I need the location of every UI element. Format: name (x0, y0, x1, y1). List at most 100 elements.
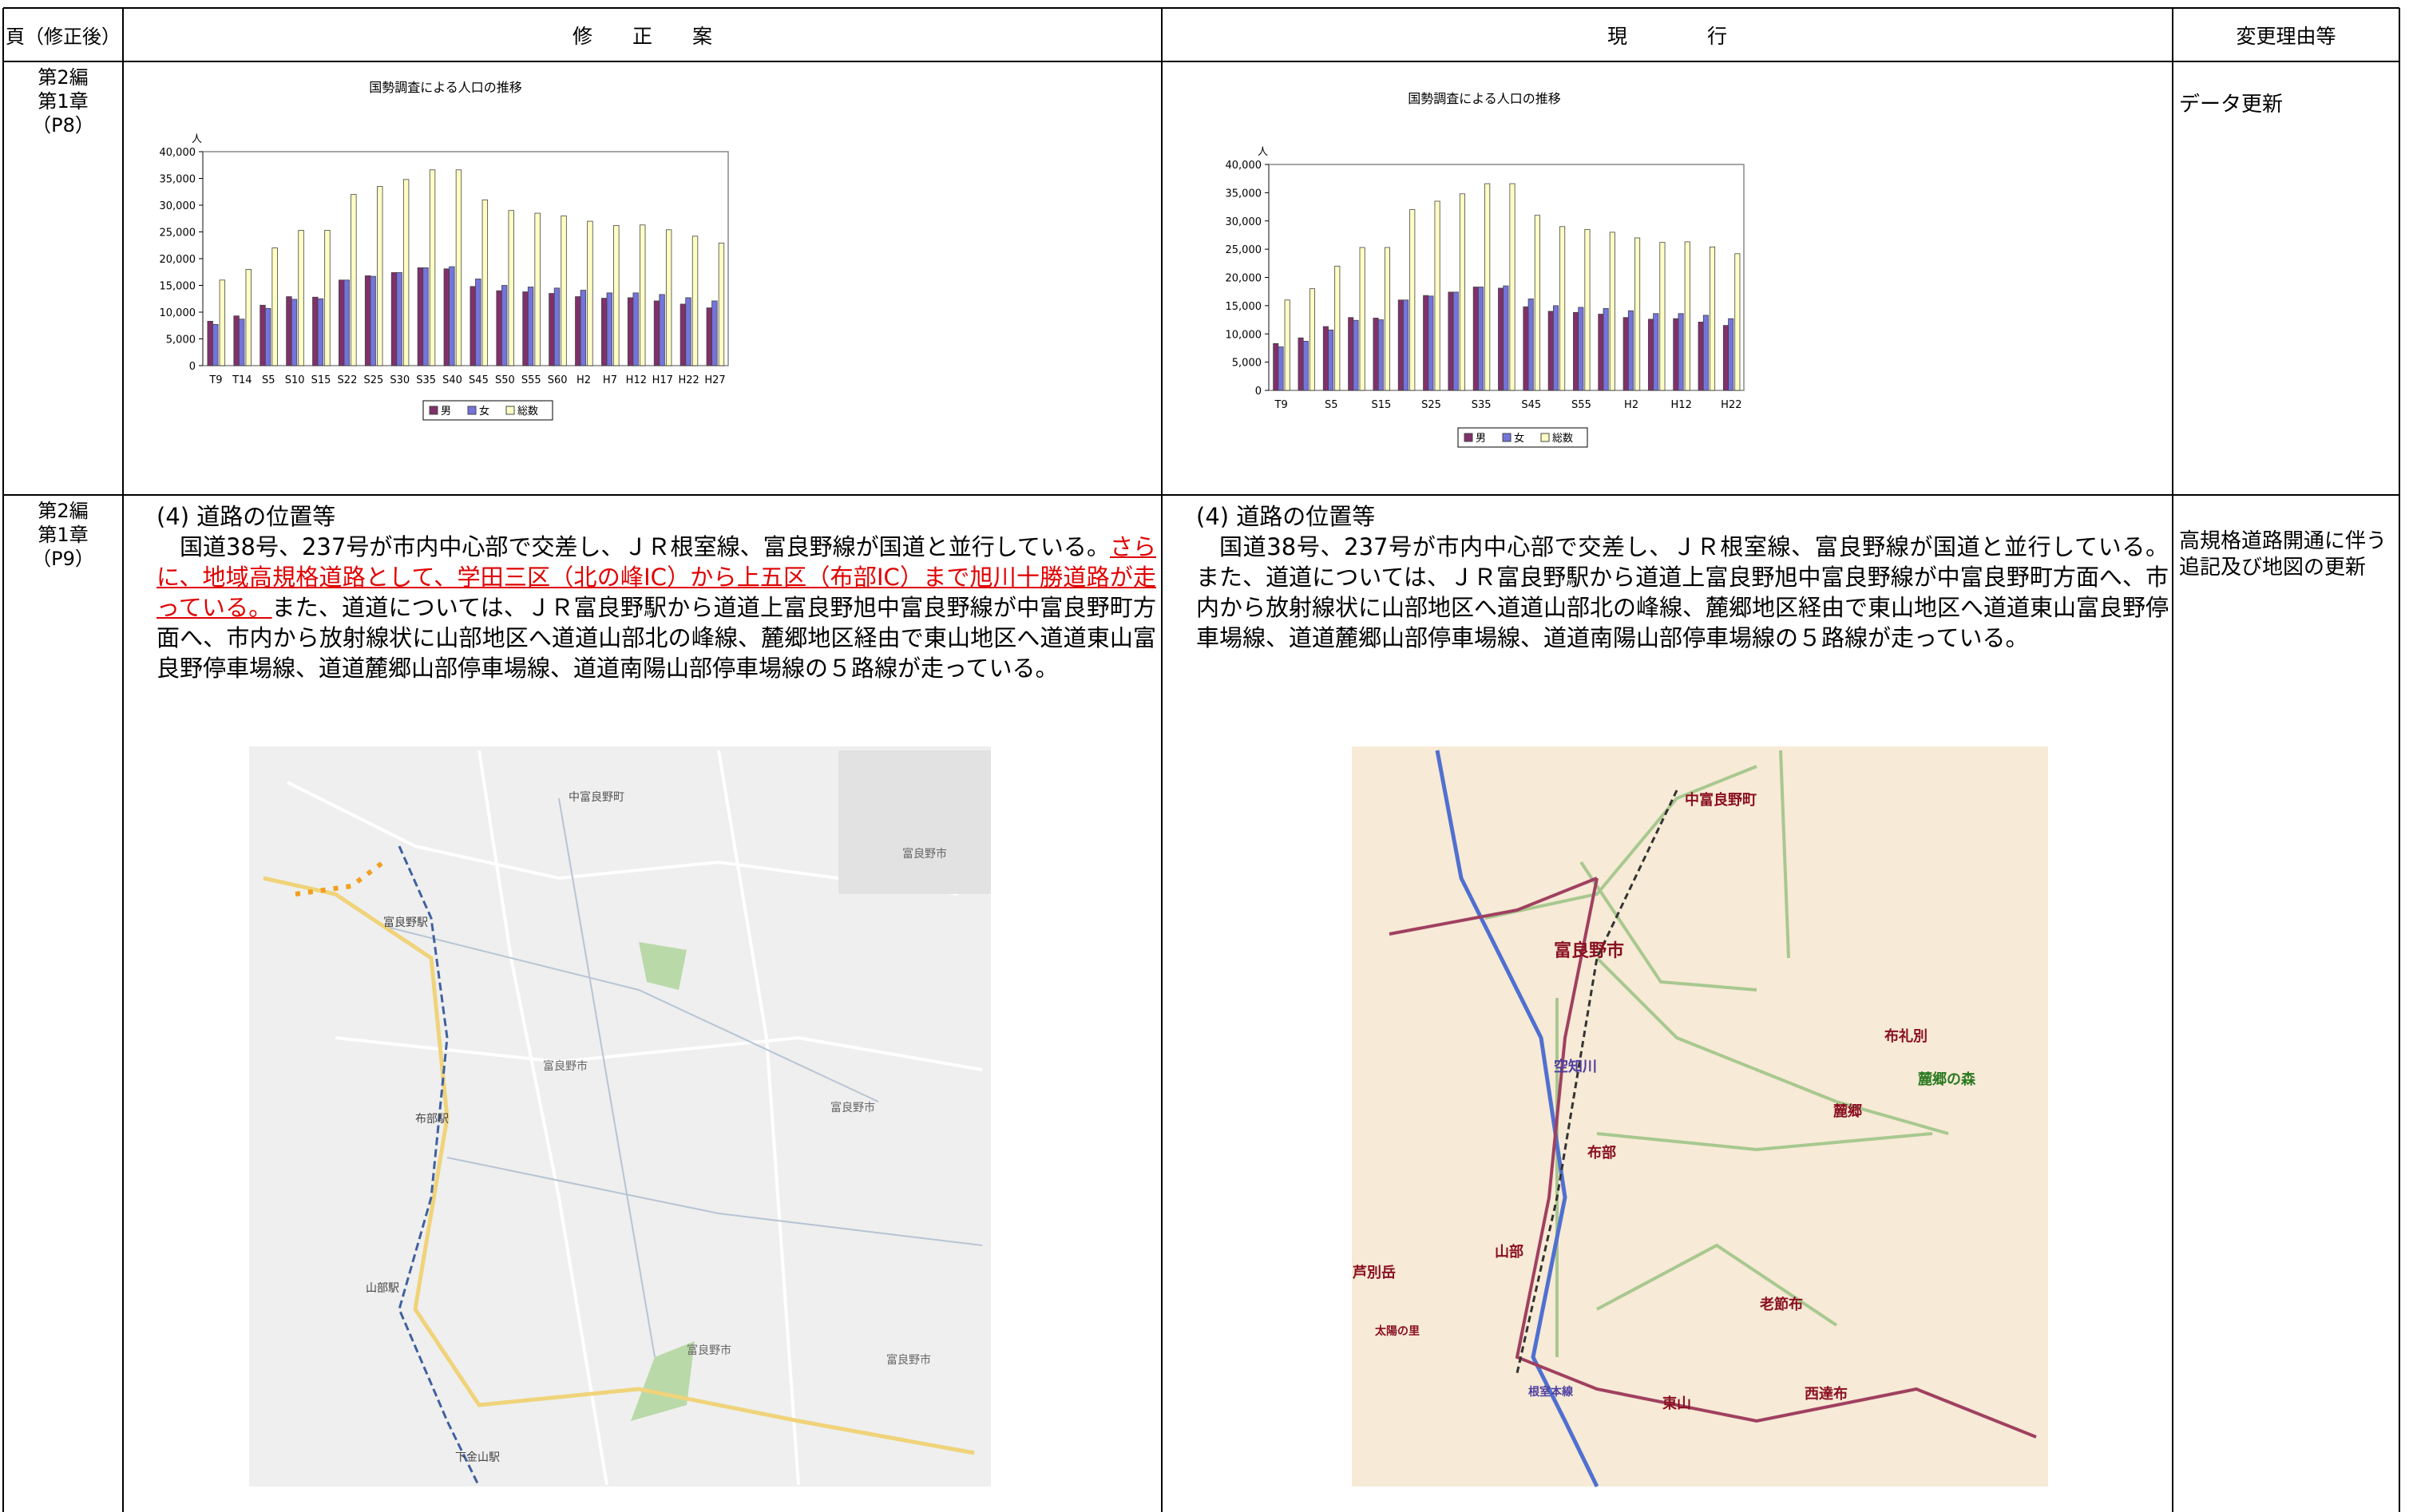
bar (370, 275, 376, 366)
x-tick-label: T9 (1274, 399, 1288, 411)
bar (665, 229, 672, 366)
bar (1434, 200, 1440, 391)
bar (1472, 287, 1479, 391)
header-current: 現 行 (1607, 24, 1727, 48)
map-label: 富良野市 (687, 1344, 731, 1357)
header-page: 頁（修正後） (6, 26, 121, 48)
bar (1409, 209, 1416, 391)
legend-swatch (1464, 433, 1473, 442)
bar (534, 212, 541, 366)
y-tick-label: 30,000 (1226, 216, 1262, 228)
bar (271, 247, 278, 366)
x-tick-label: H12 (626, 374, 647, 386)
map-current (1352, 746, 2048, 1488)
bar (1423, 295, 1429, 391)
x-tick-label: H2 (576, 374, 591, 386)
x-tick-label: S45 (469, 374, 489, 386)
bar (1353, 319, 1359, 391)
bar (1684, 241, 1690, 391)
legend-swatch (1540, 433, 1550, 442)
y-tick-label: 10,000 (160, 307, 196, 319)
bar (317, 298, 324, 366)
bar (1647, 319, 1654, 391)
x-tick-label: S22 (338, 374, 358, 386)
bar (429, 169, 436, 366)
bar (711, 300, 718, 366)
plot-frame (202, 151, 729, 366)
bar (1459, 193, 1465, 391)
map-label: 山部駅 (366, 1282, 399, 1295)
heading: (4) 道路の位置等 (1196, 503, 1376, 530)
y-tick-label: 0 (189, 361, 196, 373)
bar (1659, 242, 1666, 391)
chart-title: 国勢調査による人口の推移 (369, 80, 522, 95)
bar (1673, 318, 1679, 391)
y-tick-label: 30,000 (160, 200, 196, 212)
bar (1584, 228, 1591, 391)
map-label: 西達布 (1805, 1385, 1848, 1403)
bar (1728, 318, 1734, 391)
x-tick-label: S55 (1571, 399, 1591, 411)
bar (1623, 317, 1629, 391)
bar (718, 243, 725, 366)
x-tick-label: S25 (363, 374, 383, 386)
paragraph: 国道38号、237号が市内中心部で交差し、ＪＲ根室線、富良野線が国道と並行してい… (1196, 533, 2169, 651)
bar (443, 268, 450, 366)
bar (601, 298, 608, 366)
map-label: 富良野市 (886, 1354, 931, 1367)
bar (1452, 291, 1459, 391)
y-tick-label: 25,000 (1226, 244, 1262, 256)
x-tick-label: H22 (678, 374, 699, 386)
bar (351, 194, 357, 366)
bar (286, 296, 292, 366)
map-label: 芦別岳 (1352, 1264, 1396, 1281)
proposed-text: (4) 道路の位置等 国道38号、237号が市内中心部で交差し、ＪＲ根室線、富良… (157, 501, 1156, 683)
page-line: （P9） (32, 548, 94, 570)
map-label: 富良野市 (1554, 940, 1624, 961)
legend: 男 女 総数 (422, 400, 553, 421)
bar (691, 236, 699, 366)
bar (343, 279, 350, 366)
x-tick-label: S35 (1472, 399, 1492, 411)
bar (549, 293, 555, 366)
bar (575, 296, 581, 366)
bar (449, 266, 455, 366)
page-line: 第1章 (38, 524, 89, 546)
map-label: 老節布 (1760, 1296, 1803, 1313)
added-text: さらに、地域高規格道路として、学田三区（北の峰IC）から上五区（布部IC）まで旭… (157, 533, 1156, 621)
bar (632, 292, 639, 366)
page-line: 第2編 (38, 500, 89, 522)
bar (1448, 291, 1454, 391)
bar (312, 296, 319, 366)
bar (324, 230, 331, 366)
bar (640, 224, 646, 366)
bar (1559, 226, 1566, 391)
reason: データ更新 (2179, 93, 2284, 117)
y-tick-label: 15,000 (160, 281, 196, 293)
y-tick-label: 10,000 (1226, 329, 1262, 341)
x-tick-label: T9 (208, 374, 222, 386)
heading: (4) 道路の位置等 (157, 503, 336, 530)
y-tick-label: 35,000 (160, 174, 196, 186)
page-ref: 第2編 第1章 （P8） (3, 65, 123, 137)
map-label: 富良野市 (543, 1060, 588, 1073)
bar (561, 215, 567, 366)
legend-label: 女 (1514, 433, 1524, 445)
x-tick-label: T14 (232, 374, 252, 386)
legend-label: 総数 (1552, 433, 1573, 445)
x-tick-label: H22 (1721, 399, 1741, 411)
text: 国道38号、237号が市内中心部で交差し、ＪＲ根室線、富良野線が国道と並行してい… (180, 533, 1110, 560)
bar (1734, 253, 1741, 391)
y-tick-label: 40,000 (1226, 160, 1262, 172)
bar (1478, 287, 1484, 391)
legend-swatch (467, 406, 477, 415)
y-unit: 人 (192, 133, 202, 145)
y-tick-label: 20,000 (1226, 273, 1262, 285)
map-label: 中富良野町 (1685, 791, 1757, 809)
text: また、道道については、ＪＲ富良野駅から道道上富良野旭中富良野線が中富良野町方面へ… (157, 594, 1156, 682)
bar (1278, 346, 1284, 391)
map-label: 麓郷 (1833, 1102, 1862, 1120)
y-tick-label: 5,000 (1232, 358, 1262, 370)
bar (1634, 237, 1641, 391)
